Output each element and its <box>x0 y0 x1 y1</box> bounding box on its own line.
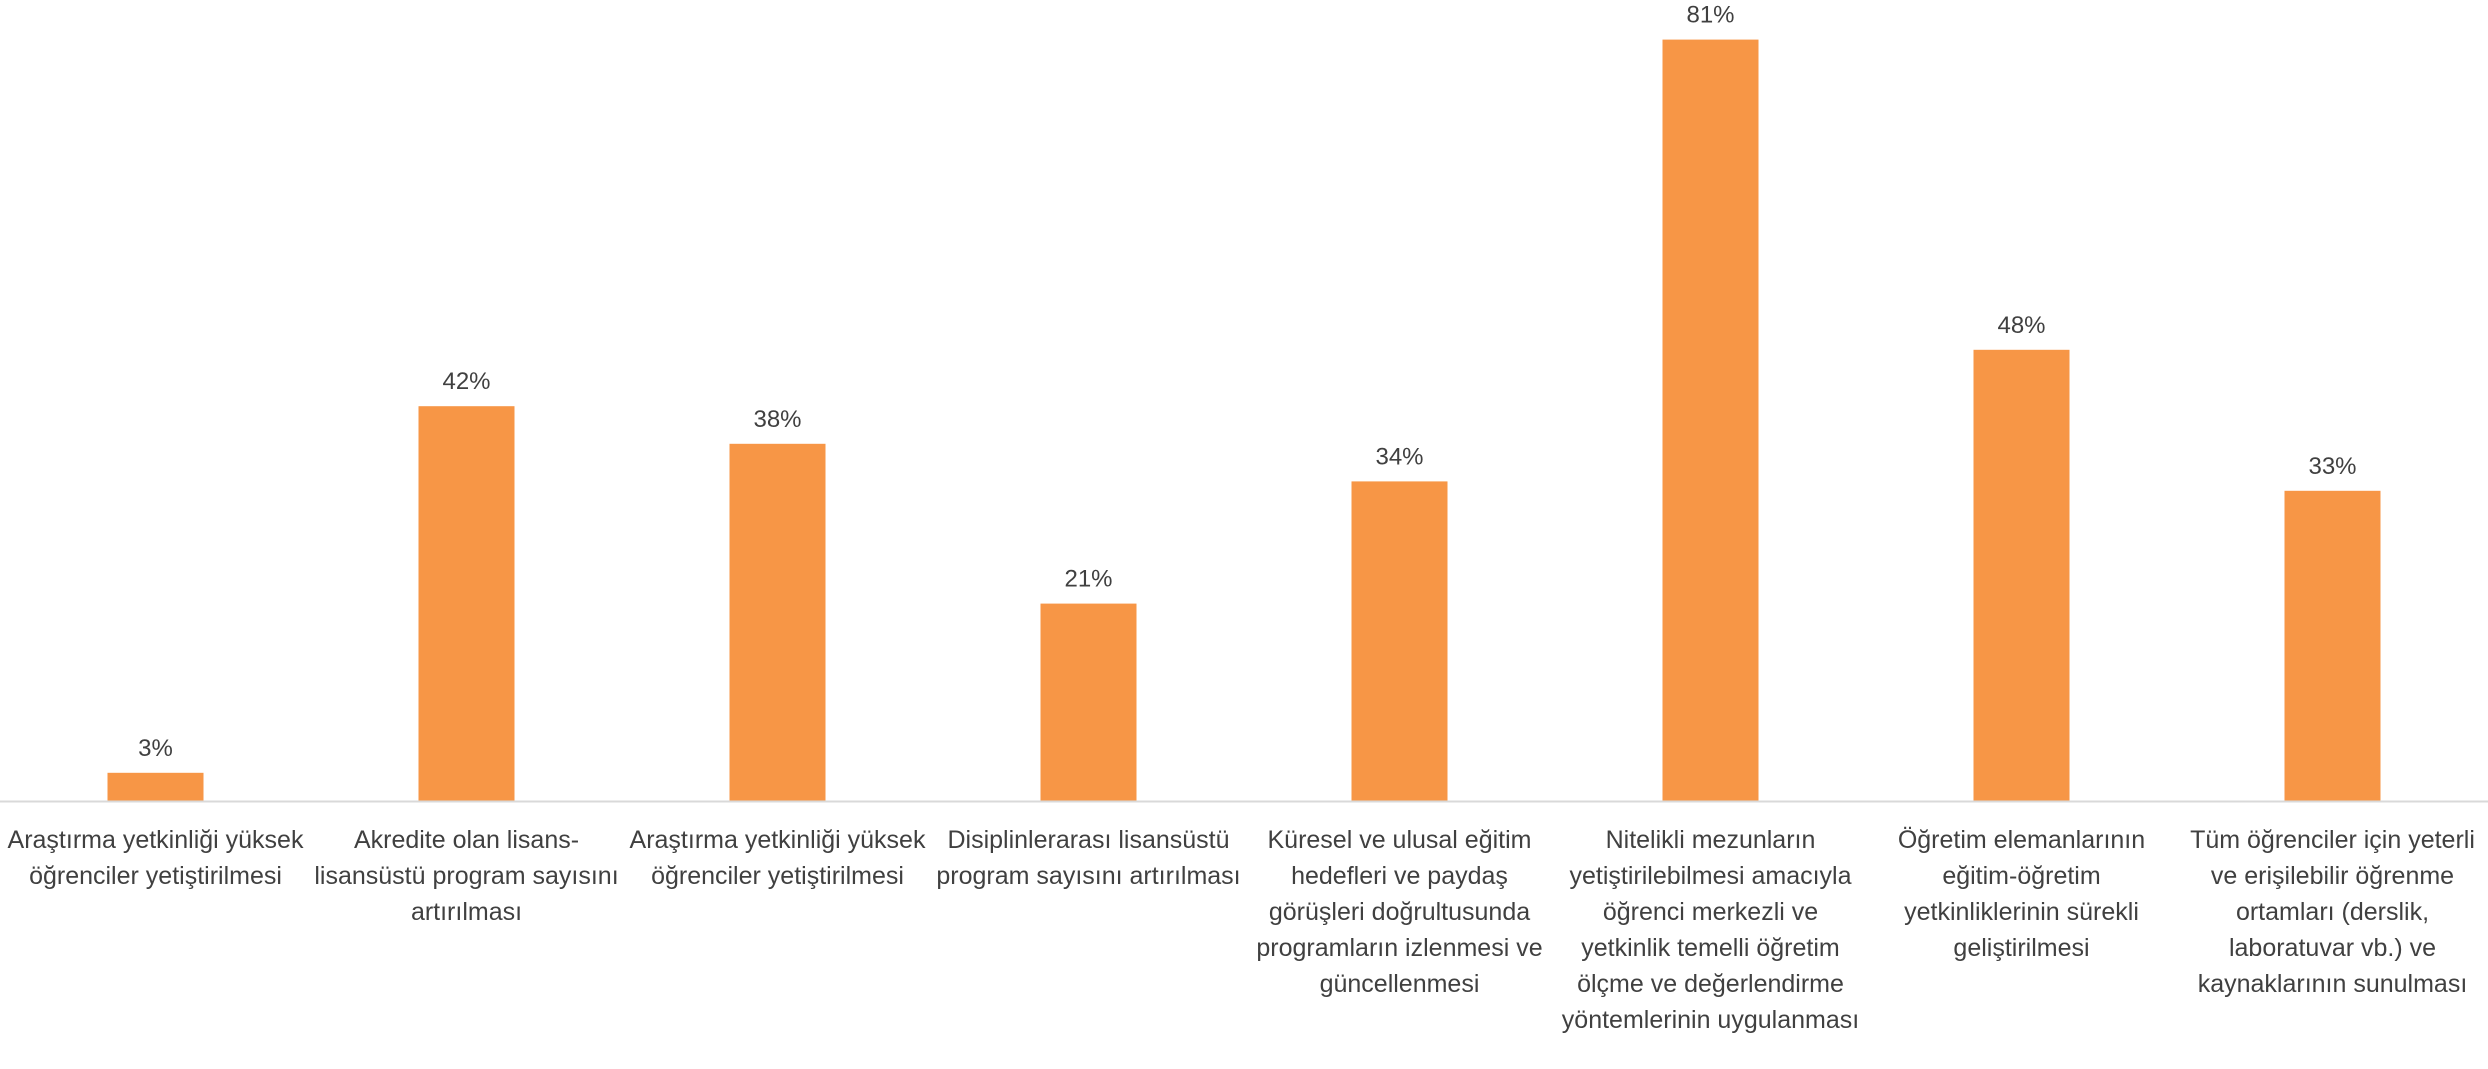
bar <box>1662 39 1759 802</box>
category-label: Araştırma yetkinliği yüksek öğrenciler y… <box>629 826 926 890</box>
category-label: Nitelikli mezunların yetiştirilebilmesi … <box>1561 826 1860 1034</box>
category-label: Küresel ve ulusal eğitim hedefleri ve pa… <box>1256 826 1543 998</box>
data-label: 3% <box>138 735 173 762</box>
data-label: 33% <box>2308 453 2356 480</box>
category-label: Disiplinlerarası lisansüstü program sayı… <box>936 826 1241 890</box>
category-label: Araştırma yetkinliği yüksek öğrenciler y… <box>7 826 304 890</box>
data-label: 42% <box>442 368 490 395</box>
category-label: Akredite olan lisans-lisansüstü program … <box>314 826 619 926</box>
bar <box>418 406 515 801</box>
data-label: 48% <box>1997 312 2045 339</box>
bar <box>729 443 826 801</box>
category-label: Tüm öğrenciler için yeterli ve erişilebi… <box>2190 826 2475 998</box>
data-label: 81% <box>1686 2 1734 29</box>
bar <box>2284 490 2381 801</box>
bar <box>1351 481 1448 801</box>
bar <box>107 772 204 801</box>
data-label: 21% <box>1064 566 1112 593</box>
data-label: 38% <box>753 406 801 433</box>
category-label: Öğretim elemanlarının eğitim-öğretim yet… <box>1897 826 2146 962</box>
bar <box>1973 349 2070 801</box>
bars-layer <box>107 39 2381 802</box>
data-label: 34% <box>1375 443 1423 470</box>
bar <box>1040 603 1137 801</box>
data-labels-layer: 3% 42% 38% 21% 34% 81% 48% 33% <box>138 2 2356 762</box>
